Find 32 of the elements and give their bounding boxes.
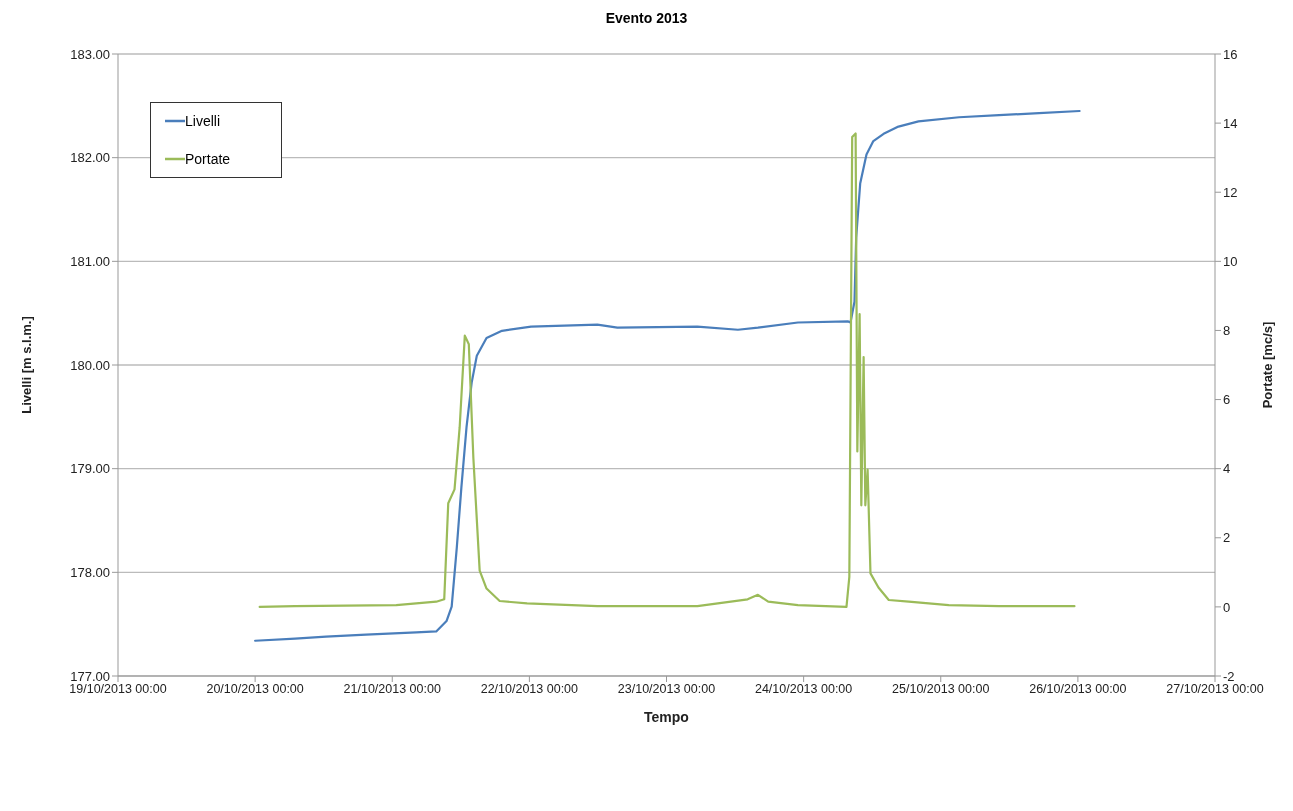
y2-axis-title: Portate [mc/s] bbox=[1259, 321, 1275, 409]
y-tick-label: 178.00 bbox=[70, 564, 110, 580]
x-axis-title: Tempo bbox=[644, 709, 689, 725]
x-tick-label: 26/10/2013 00:00 bbox=[1029, 681, 1127, 696]
x-tick-label: 19/10/2013 00:00 bbox=[69, 681, 167, 696]
y2-tick-label: 14 bbox=[1223, 115, 1238, 131]
y2-tick-label: 8 bbox=[1223, 323, 1231, 339]
y2-tick-label: 0 bbox=[1223, 599, 1231, 615]
x-tick-label: 25/10/2013 00:00 bbox=[892, 681, 990, 696]
y2-tick-label: 10 bbox=[1223, 253, 1238, 269]
y-tick-label: 181.00 bbox=[70, 253, 110, 269]
x-tick-label: 27/10/2013 00:00 bbox=[1166, 681, 1264, 696]
y-tick-label: 177.00 bbox=[70, 668, 110, 684]
y2-tick-label: 6 bbox=[1223, 392, 1231, 408]
x-tick-label: 20/10/2013 00:00 bbox=[206, 681, 304, 696]
y2-tick-label: 16 bbox=[1223, 46, 1238, 62]
x-tick-label: 22/10/2013 00:00 bbox=[480, 681, 579, 696]
x-tick-label: 21/10/2013 00:00 bbox=[343, 681, 441, 696]
y-tick-label: 180.00 bbox=[70, 357, 110, 373]
y-axis-title: Livelli [m s.l.m.] bbox=[18, 316, 34, 414]
legend-label: Portate bbox=[185, 151, 231, 167]
y2-tick-label: 4 bbox=[1223, 461, 1231, 477]
chart-title: Evento 2013 bbox=[604, 9, 689, 28]
y-tick-label: 179.00 bbox=[70, 461, 110, 477]
y2-tick-label: -2 bbox=[1223, 668, 1235, 684]
legend-label: Livelli bbox=[185, 113, 221, 129]
y2-tick-label: 2 bbox=[1223, 530, 1231, 546]
x-tick-label: 24/10/2013 00:00 bbox=[754, 681, 853, 696]
x-tick-label: 23/10/2013 00:00 bbox=[617, 681, 716, 696]
y2-tick-label: 12 bbox=[1223, 184, 1238, 200]
y-tick-label: 183.00 bbox=[70, 46, 110, 62]
y-tick-label: 182.00 bbox=[70, 150, 110, 166]
